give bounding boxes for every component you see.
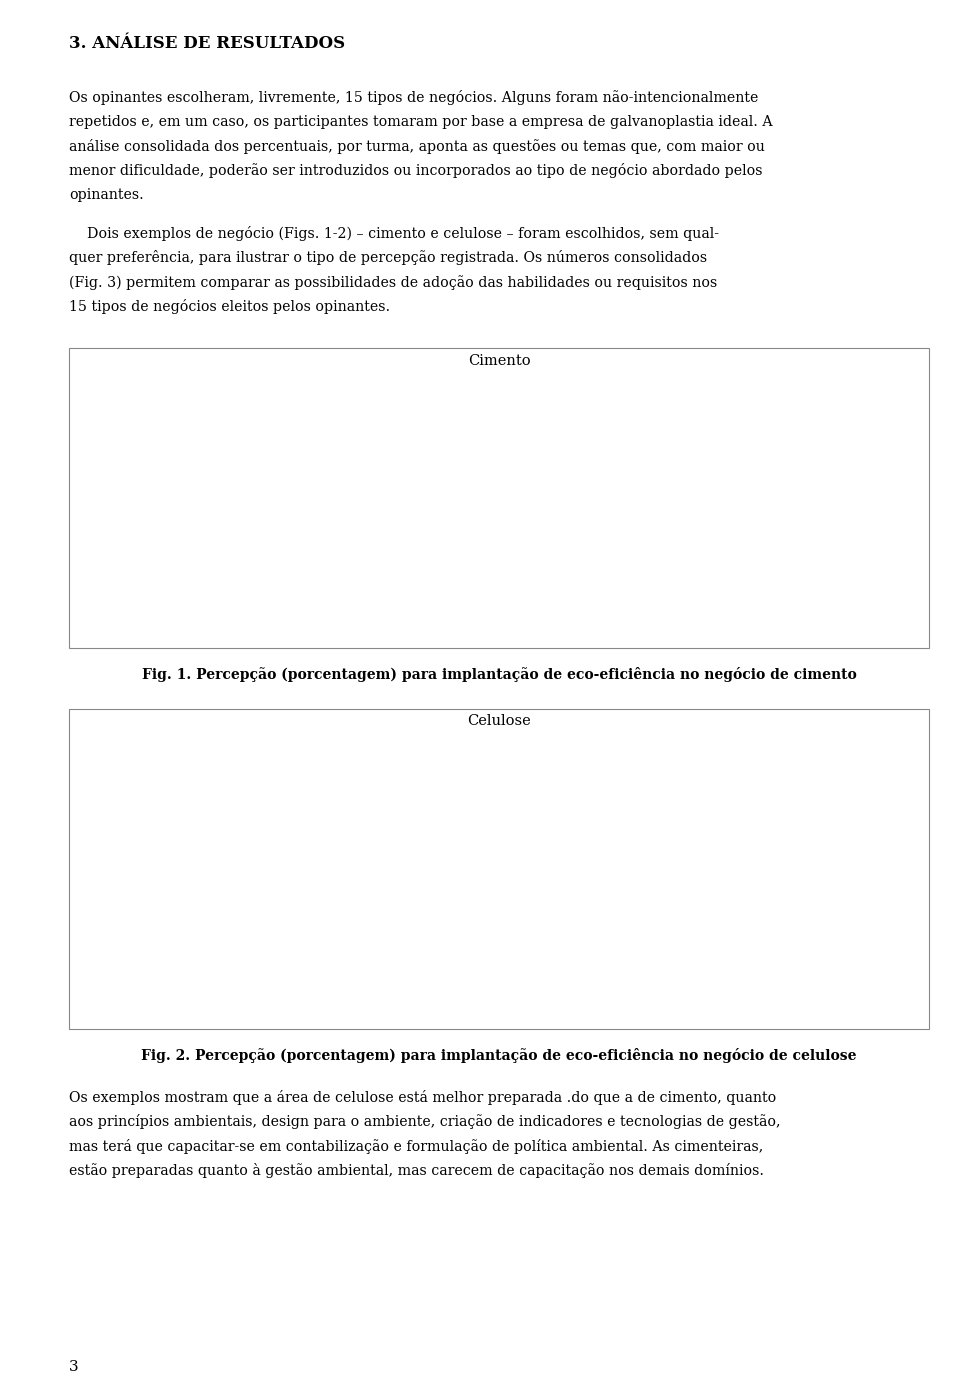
Text: 75: 75 <box>570 782 587 794</box>
Text: 12: 12 <box>705 897 721 910</box>
Bar <box>140 460 210 554</box>
Text: Celulose: Celulose <box>468 715 531 729</box>
Text: 60: 60 <box>570 399 587 412</box>
Bar <box>140 782 210 935</box>
Text: 27: 27 <box>839 476 856 488</box>
Text: Os opinantes escolheram, livremente, 15 tipos de negócios. Alguns foram não-inte: Os opinantes escolheram, livremente, 15 … <box>69 90 758 106</box>
Text: 31: 31 <box>839 862 856 875</box>
Text: 34: 34 <box>436 459 452 473</box>
Text: (Fig. 3) permitem comparar as possibilidades de adoção das habilidades ou requis: (Fig. 3) permitem comparar as possibilid… <box>69 275 717 289</box>
Text: análise consolidada dos percentuais, por turma, aponta as questões ou temas que,: análise consolidada dos percentuais, por… <box>69 139 765 154</box>
Bar <box>812 878 882 935</box>
Bar <box>275 474 345 554</box>
Text: aos princípios ambientais, design para o ambiente, criação de indicadores e tecn: aos princípios ambientais, design para o… <box>69 1114 780 1129</box>
Text: Dois exemplos de negócio (Figs. 1-2) – cimento e celulose – foram escolhidos, se: Dois exemplos de negócio (Figs. 1-2) – c… <box>69 227 719 241</box>
Text: 83: 83 <box>166 766 183 780</box>
Bar <box>543 797 613 935</box>
Bar <box>409 474 479 554</box>
Text: 40: 40 <box>166 445 183 458</box>
Bar <box>678 524 748 554</box>
Text: 15 tipos de negócios eleitos pelos opinantes.: 15 tipos de negócios eleitos pelos opina… <box>69 299 391 314</box>
Text: Cimento: Cimento <box>468 355 531 369</box>
Text: 78: 78 <box>300 776 318 789</box>
Text: quer preferência, para ilustrar o tipo de percepção registrada. Os números conso: quer preferência, para ilustrar o tipo d… <box>69 250 708 266</box>
Bar <box>678 912 748 935</box>
Text: repetidos e, em um caso, os participantes tomaram por base a empresa de galvanop: repetidos e, em um caso, os participante… <box>69 114 773 129</box>
Text: Fig. 1. Percepção (porcentagem) para implantação de eco-eficiência no negócio de: Fig. 1. Percepção (porcentagem) para imp… <box>142 668 856 682</box>
Text: estão preparadas quanto à gestão ambiental, mas carecem de capacitação nos demai: estão preparadas quanto à gestão ambient… <box>69 1163 764 1178</box>
Text: Os exemplos mostram que a área de celulose está melhor preparada .do que a de ci: Os exemplos mostram que a área de celulo… <box>69 1091 777 1104</box>
Text: 34: 34 <box>300 459 318 473</box>
Bar <box>275 791 345 935</box>
Text: 3. ANÁLISE DE RESULTADOS: 3. ANÁLISE DE RESULTADOS <box>69 35 346 51</box>
Text: 12: 12 <box>705 510 721 523</box>
Text: 64: 64 <box>436 801 452 815</box>
Bar <box>543 413 613 554</box>
Text: mas terá que capacitar-se em contabilização e formulação de política ambiental. : mas terá que capacitar-se em contabiliza… <box>69 1139 763 1153</box>
Text: 3: 3 <box>69 1360 79 1374</box>
Text: opinantes.: opinantes. <box>69 188 144 202</box>
Bar <box>812 490 882 554</box>
Text: menor dificuldade, poderão ser introduzidos ou incorporados ao tipo de negócio a: menor dificuldade, poderão ser introduzi… <box>69 164 762 178</box>
Text: Fig. 2. Percepção (porcentagem) para implantação de eco-eficiência no negócio de: Fig. 2. Percepção (porcentagem) para imp… <box>141 1049 857 1063</box>
Bar <box>409 817 479 935</box>
